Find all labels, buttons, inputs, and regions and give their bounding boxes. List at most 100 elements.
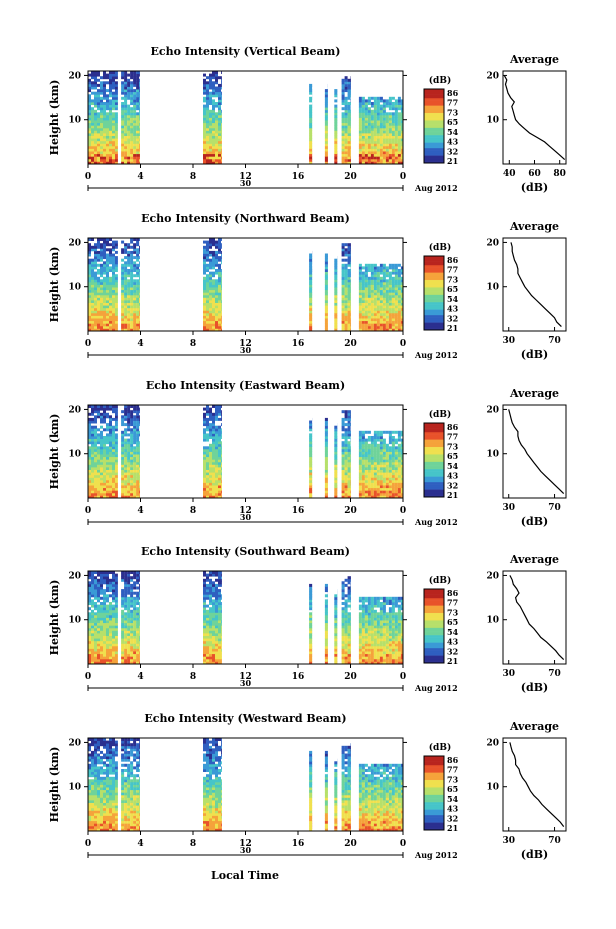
heatmap-cell [136, 459, 140, 463]
heatmap-cell [133, 420, 137, 424]
heatmap-cell [103, 320, 106, 324]
heatmap-cell [97, 114, 100, 118]
heatmap-cell [370, 451, 374, 455]
heatmap-cell [347, 482, 351, 486]
heatmap-cell [209, 261, 212, 265]
heatmap-cell [106, 153, 109, 157]
heatmap-cell [218, 307, 221, 311]
heatmap-cell [115, 604, 118, 608]
heatmap-cell [394, 287, 398, 291]
heatmap-cell [88, 114, 91, 118]
heatmap-cell [370, 477, 374, 481]
heatmap-cell [115, 586, 118, 590]
heatmap-cell [373, 300, 377, 303]
heatmap-cell [218, 310, 221, 314]
panel-title: Echo Intensity (Southward Beam) [141, 545, 350, 558]
heatmap-cell [373, 325, 377, 329]
heatmap-cell [103, 658, 106, 662]
heatmap-cell [324, 89, 328, 93]
heatmap-cell [94, 620, 97, 624]
heatmap-cell [124, 302, 128, 306]
heatmap-cell [341, 102, 345, 105]
colorbar-frame [423, 255, 445, 331]
heatmap-cell [206, 112, 209, 116]
heatmap-cell [100, 622, 103, 626]
heatmap-cell [341, 461, 345, 465]
heatmap-cell [370, 153, 374, 157]
heatmap-cell [367, 269, 371, 272]
heatmap-cell [344, 140, 348, 144]
heatmap-cell [139, 71, 140, 74]
heatmap-cell [109, 423, 112, 427]
heatmap-cell [91, 653, 94, 657]
heatmap-cell [88, 261, 91, 265]
heatmap-cell [382, 112, 386, 116]
heatmap-cell [91, 161, 94, 165]
heatmap-cell [139, 469, 140, 473]
heatmap-cell [127, 323, 131, 327]
heatmap-cell [133, 436, 137, 439]
heatmap-cell [400, 318, 403, 322]
heatmap-cell [91, 417, 94, 421]
heatmap-cell [391, 482, 395, 486]
heatmap-cell [109, 630, 112, 634]
heatmap-cell [103, 625, 106, 629]
heatmap-cell [215, 467, 218, 470]
heatmap-cell [109, 648, 112, 652]
heatmap-cell [376, 99, 380, 103]
heatmap-cell [385, 474, 389, 478]
heatmap-cell [218, 407, 221, 411]
heatmap-cell [376, 125, 380, 129]
heatmap-cell [112, 648, 115, 652]
heatmap-cell [221, 114, 222, 118]
heatmap-cell [106, 148, 109, 152]
heatmap-cell [385, 130, 389, 134]
heatmap-cell [106, 441, 109, 445]
heatmap-cell [221, 292, 222, 296]
heatmap-cell [124, 415, 128, 419]
heatmap-cell [309, 477, 313, 481]
heatmap-cell [133, 256, 137, 260]
heatmap-cell [109, 143, 112, 147]
heatmap-cell [88, 305, 91, 309]
heatmap-cell [309, 151, 313, 155]
heatmap-cell [130, 318, 134, 322]
heatmap-cell [203, 325, 206, 329]
heatmap-cell [106, 297, 109, 301]
colorbar-tick-label: 73 [447, 274, 459, 284]
heatmap-cell [94, 482, 97, 486]
heatmap-cell [309, 423, 313, 427]
heatmap-cell [127, 256, 131, 260]
heatmap-cell [388, 300, 392, 303]
heatmap-cell [124, 102, 128, 105]
heatmap-cell [124, 417, 128, 421]
heatmap-cell [97, 297, 100, 301]
heatmap-cell [106, 464, 109, 468]
heatmap-cell [124, 315, 128, 319]
heatmap-cell [218, 96, 221, 100]
heatmap-cell [203, 433, 206, 437]
heatmap-cell [136, 153, 140, 157]
heatmap-cell [400, 456, 403, 460]
heatmap-cell [91, 627, 94, 631]
heatmap-cell [91, 91, 94, 95]
heatmap-cell [385, 289, 389, 293]
heatmap-cell [124, 161, 128, 165]
heatmap-cell [358, 156, 362, 160]
heatmap-cell [106, 117, 109, 121]
colorbar-swatch [424, 304, 444, 307]
heatmap-cell [106, 448, 109, 452]
heatmap-cell [94, 158, 97, 162]
heatmap-cell [127, 271, 131, 275]
heatmap-cell [133, 161, 137, 165]
heatmap-cell [133, 292, 137, 296]
heatmap-cell [394, 269, 398, 272]
heatmap-cell [139, 114, 140, 118]
heatmap-cell [139, 125, 140, 129]
heatmap-cell [100, 441, 103, 445]
heatmap-cell [94, 612, 97, 616]
heatmap-cell [400, 112, 403, 116]
heatmap-cell [341, 133, 345, 136]
heatmap-cell [385, 302, 389, 306]
heatmap-cell [309, 310, 313, 314]
